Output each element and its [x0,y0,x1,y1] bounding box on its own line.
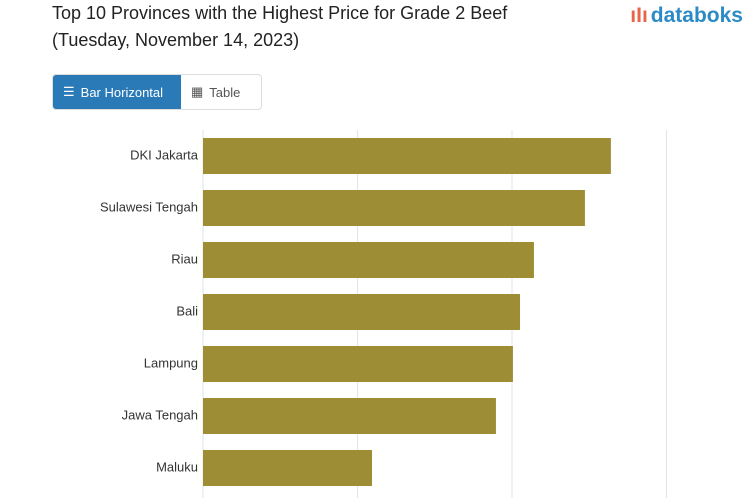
tab-label: Table [209,84,241,100]
bar [203,190,585,226]
brand-name: databoks [650,4,743,27]
view-tabs: ☰ Bar Horizontal ▦ Table [52,74,262,110]
chart-subtitle: (Tuesday, November 14, 2023) [52,30,300,50]
bar [203,294,521,330]
bar [203,450,373,486]
y-tick-label: Jawa Tengah [122,407,198,422]
tab-bar[interactable]: ☰ Bar Horizontal [53,75,181,109]
tab-table[interactable]: ▦ Table [191,84,241,100]
bar [203,242,534,278]
bar [203,138,611,174]
logo: ıIı databoks [630,4,743,27]
y-tick-label: Riau [171,251,198,266]
y-tick-label: Maluku [156,459,198,474]
bar [203,398,496,434]
chart-title: Top 10 Provinces with the Highest Price … [52,3,508,23]
bar [203,346,513,382]
y-tick-label: Bali [176,303,198,318]
y-tick-label: DKI Jakarta [130,147,199,162]
tab-label: Bar Horizontal [80,84,164,100]
y-tick-label: Sulawesi Tengah [100,199,198,214]
y-tick-label: Lampung [144,355,198,370]
